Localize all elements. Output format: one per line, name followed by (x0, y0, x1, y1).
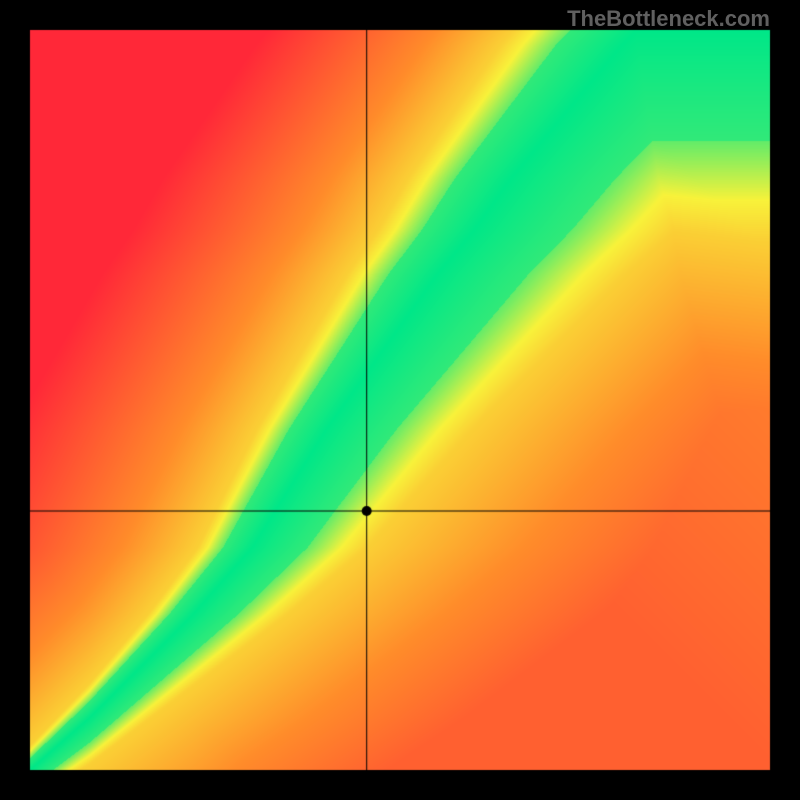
bottleneck-heatmap (0, 0, 800, 800)
chart-container: TheBottleneck.com (0, 0, 800, 800)
watermark-text: TheBottleneck.com (567, 6, 770, 32)
